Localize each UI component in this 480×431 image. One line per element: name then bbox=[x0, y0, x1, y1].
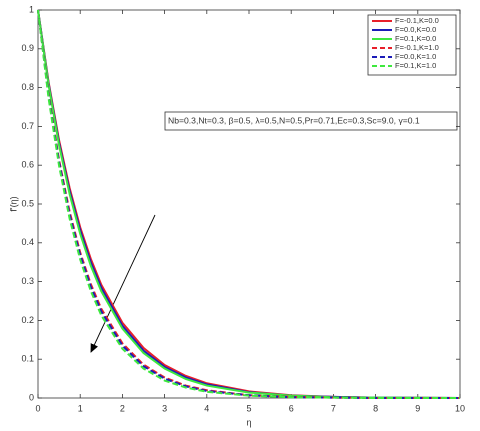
x-axis-label: η bbox=[246, 417, 251, 427]
x-tick-label: 9 bbox=[415, 403, 420, 413]
legend-label: F=-0.1,K=0.0 bbox=[395, 16, 439, 25]
x-tick-label: 5 bbox=[246, 403, 251, 413]
x-tick-label: 0 bbox=[35, 403, 40, 413]
x-tick-label: 6 bbox=[289, 403, 294, 413]
x-tick-label: 1 bbox=[78, 403, 83, 413]
y-tick-label: 0.6 bbox=[21, 160, 34, 170]
legend-label: F=0.0,K=1.0 bbox=[395, 52, 436, 61]
legend-label: F=0.1,K=1.0 bbox=[395, 61, 436, 70]
y-axis-label: f'(η) bbox=[8, 196, 18, 211]
x-tick-label: 3 bbox=[162, 403, 167, 413]
arrow bbox=[90, 214, 156, 353]
y-tick-label: 0.4 bbox=[21, 237, 34, 247]
y-tick-label: 0.2 bbox=[21, 315, 34, 325]
y-tick-label: 0.3 bbox=[21, 276, 34, 286]
y-tick-label: 1 bbox=[29, 4, 34, 14]
x-tick-label: 10 bbox=[455, 403, 465, 413]
y-tick-label: 0.1 bbox=[21, 354, 34, 364]
x-tick-label: 8 bbox=[373, 403, 378, 413]
y-tick-label: 0.8 bbox=[21, 82, 34, 92]
legend-box bbox=[367, 14, 457, 76]
legend-label: F=0.1,K=0.0 bbox=[395, 34, 436, 43]
legend: F=-0.1,K=0.0F=0.0,K=0.0F=0.1,K=0.0F=-0.1… bbox=[367, 14, 457, 76]
x-tick-label: 2 bbox=[120, 403, 125, 413]
series-line bbox=[37, 9, 460, 399]
legend-label: F=-0.1,K=1.0 bbox=[395, 43, 439, 52]
annotation-box bbox=[164, 111, 458, 131]
plot-frame bbox=[37, 9, 461, 399]
x-tick-label: 7 bbox=[331, 403, 336, 413]
y-tick-label: 0.5 bbox=[21, 198, 34, 208]
series-line bbox=[37, 9, 460, 399]
y-tick-label: 0.9 bbox=[21, 43, 34, 53]
x-tick-label: 4 bbox=[204, 403, 209, 413]
legend-label: F=0.0,K=0.0 bbox=[395, 25, 436, 34]
annotation: Nb=0.3,Nt=0.3, β=0.5, λ=0.5,N=0.5,Pr=0.7… bbox=[168, 115, 420, 125]
y-tick-label: 0 bbox=[29, 392, 34, 402]
y-tick-label: 0.7 bbox=[21, 121, 34, 131]
